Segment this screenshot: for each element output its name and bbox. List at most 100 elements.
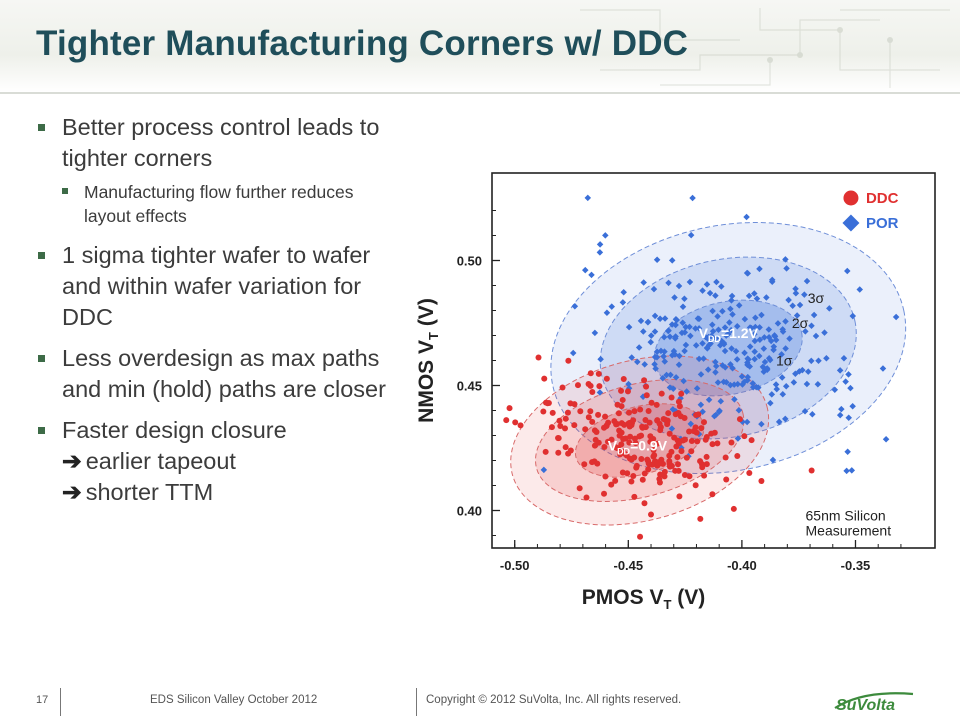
ddc-point — [611, 418, 618, 425]
ddc-point — [700, 419, 707, 426]
ddc-point — [595, 370, 602, 377]
ddc-point — [618, 403, 625, 410]
ddc-point — [602, 413, 609, 420]
ddc-point — [589, 418, 596, 425]
ddc-point — [503, 417, 510, 424]
ddc-point — [671, 434, 678, 441]
por-point — [838, 405, 845, 413]
ddc-point — [564, 409, 571, 416]
por-point — [845, 414, 852, 422]
ddc-point — [695, 411, 702, 418]
ddc-point — [686, 428, 693, 435]
ddc-point — [616, 432, 623, 439]
por-point — [745, 292, 753, 300]
ddc-point — [618, 387, 625, 394]
bullet-list: Better process control leads to tighter … — [36, 112, 386, 518]
por-point — [712, 362, 720, 370]
page-number: 17 — [36, 694, 49, 706]
y-axis-label-unit: (V) — [415, 298, 438, 332]
ddc-point — [587, 382, 594, 389]
ddc-point — [567, 400, 574, 407]
por-point — [712, 334, 720, 342]
por-point — [753, 295, 761, 302]
footer: 17 EDS Silicon Valley October 2012 Copyr… — [0, 680, 960, 720]
ddc-point — [637, 533, 644, 540]
por-point — [775, 418, 783, 426]
por-point — [751, 337, 759, 345]
cluster-label-rest: =1.2V — [721, 325, 759, 341]
ddc-point — [675, 440, 682, 447]
por-point — [641, 361, 648, 368]
por-point — [782, 345, 789, 352]
por-point — [728, 297, 735, 304]
x-tick-label: -0.45 — [613, 558, 643, 573]
por-point — [849, 403, 856, 410]
ddc-point — [626, 439, 633, 446]
ddc-point — [602, 473, 609, 480]
por-point — [652, 365, 659, 372]
ddc-point — [594, 460, 601, 467]
por-point — [661, 315, 669, 322]
por-point — [760, 368, 768, 375]
por-point — [721, 324, 729, 331]
ddc-point — [620, 375, 627, 382]
ddc-point — [577, 408, 584, 415]
por-point — [758, 311, 765, 319]
por-point — [741, 315, 749, 323]
por-point — [847, 384, 854, 392]
ddc-point — [535, 354, 542, 361]
ddc-point — [722, 454, 729, 461]
bullet-text: 1 sigma tighter wafer to wafer and withi… — [62, 242, 371, 330]
legend-circle-icon — [843, 190, 859, 206]
ddc-point — [746, 469, 753, 476]
por-point — [687, 420, 695, 428]
ddc-point — [603, 375, 610, 382]
copyright: Copyright © 2012 SuVolta, Inc. All right… — [426, 694, 682, 706]
ddc-point — [681, 472, 688, 479]
ddc-point — [701, 472, 708, 479]
y-tick-label: 0.50 — [457, 254, 482, 269]
por-point — [709, 321, 716, 328]
por-point — [648, 332, 655, 339]
x-axis-label-unit: (V) — [671, 586, 705, 609]
por-point — [715, 408, 723, 415]
por-point — [699, 340, 706, 347]
por-point — [591, 329, 599, 337]
ddc-point — [612, 444, 619, 451]
ddc-point — [674, 454, 681, 461]
ddc-point — [658, 390, 665, 397]
ddc-point — [703, 434, 710, 441]
por-point — [668, 257, 676, 264]
ddc-point — [644, 456, 651, 463]
por-point — [756, 324, 763, 331]
ddc-point — [630, 473, 637, 480]
por-point — [619, 299, 627, 306]
por-point — [705, 396, 713, 404]
bullet-text: Less overdesign as max paths and min (ho… — [62, 345, 386, 402]
suvolta-logo: SuVolta — [834, 692, 914, 714]
por-point — [680, 377, 687, 385]
por-point — [765, 354, 773, 362]
ddc-point — [639, 476, 646, 483]
ddc-point — [723, 476, 730, 483]
ddc-point — [589, 459, 596, 466]
ddc-point — [688, 438, 695, 445]
ddc-point — [633, 462, 640, 469]
sigma-label: 2σ — [792, 315, 809, 331]
por-point — [772, 336, 780, 344]
bullet-square-icon — [38, 355, 45, 362]
por-point — [672, 374, 680, 381]
ddc-point — [625, 409, 632, 416]
sigma-label: 1σ — [776, 353, 793, 369]
por-point — [803, 380, 811, 388]
ddc-point — [648, 511, 655, 518]
ddc-point — [587, 370, 594, 377]
por-point — [761, 334, 768, 341]
ddc-point — [506, 405, 513, 412]
ddc-point — [626, 423, 633, 430]
ddc-point — [728, 439, 735, 446]
ddc-point — [654, 440, 661, 447]
ddc-point — [655, 459, 662, 466]
ddc-point — [601, 490, 608, 497]
ddc-point — [656, 420, 663, 427]
